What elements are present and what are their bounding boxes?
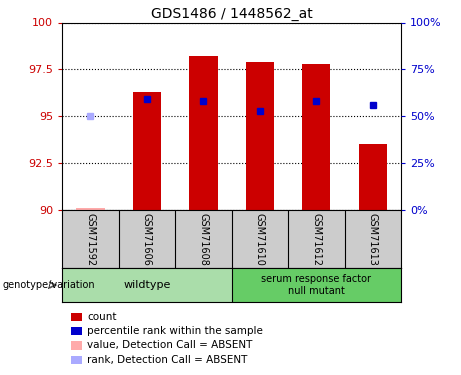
Text: GSM71612: GSM71612 [311,213,321,266]
Text: rank, Detection Call = ABSENT: rank, Detection Call = ABSENT [87,355,248,364]
Text: GSM71592: GSM71592 [85,213,95,266]
Bar [302,64,331,210]
Text: serum response factor
null mutant: serum response factor null mutant [261,274,372,296]
Text: genotype/variation: genotype/variation [2,280,95,290]
Bar [133,92,161,210]
Text: GSM71608: GSM71608 [198,213,208,266]
Text: value, Detection Call = ABSENT: value, Detection Call = ABSENT [87,340,253,350]
Text: GSM71606: GSM71606 [142,213,152,266]
Text: GSM71610: GSM71610 [255,213,265,266]
Text: count: count [87,312,117,322]
Bar [77,208,105,210]
Text: wildtype: wildtype [123,280,171,290]
Bar [359,144,387,210]
Text: percentile rank within the sample: percentile rank within the sample [87,326,263,336]
Bar [246,62,274,210]
Bar [189,56,218,210]
Title: GDS1486 / 1448562_at: GDS1486 / 1448562_at [151,8,313,21]
Text: GSM71613: GSM71613 [368,213,378,266]
Bar [231,268,401,302]
